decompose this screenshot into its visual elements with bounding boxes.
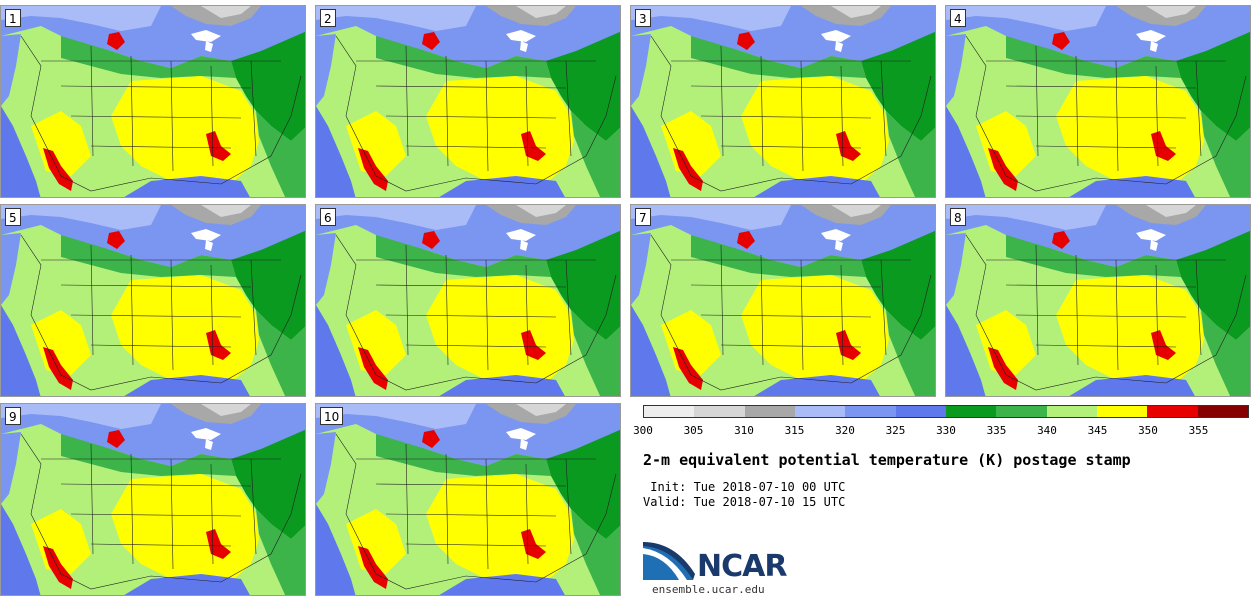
color-scale-tick: 315: [784, 424, 805, 437]
color-scale-segment-7: [945, 406, 997, 417]
stamp-panel-6: 6: [315, 204, 621, 397]
color-scale-ticks: 300 305 310 315 320 325 330 335 340 345 350 355: [633, 424, 1249, 438]
color-scale-tick: 320: [835, 424, 855, 437]
stamp-label-9: 9: [5, 407, 21, 425]
stamp-label-2: 2: [320, 9, 336, 27]
stamp-label-8: 8: [950, 208, 966, 226]
ncar-logo-text: NCAR: [697, 549, 787, 584]
valid-time: Valid: Tue 2018-07-10 15 UTC: [643, 495, 846, 509]
init-time: Init: Tue 2018-07-10 00 UTC: [643, 480, 846, 494]
stamp-label-1: 1: [5, 9, 21, 27]
stamp-map-2: [316, 6, 620, 197]
ncar-logo-icon: [643, 542, 695, 580]
stamp-map-9: [1, 404, 305, 595]
color-scale-segment-4: [794, 406, 846, 417]
stamp-panel-4: 4: [945, 5, 1251, 198]
stamp-label-6: 6: [320, 208, 336, 226]
color-scale-segment-5: [845, 406, 896, 417]
stamp-map-10: [316, 404, 620, 595]
color-scale-segment-8: [996, 406, 1047, 417]
stamp-panel-7: 7: [630, 204, 936, 397]
stamp-panel-3: 3: [630, 5, 936, 198]
stamp-panel-5: 5: [0, 204, 306, 397]
stamp-label-10: 10: [320, 407, 344, 425]
color-scale-tick: 305: [683, 424, 704, 437]
color-scale-segment-3: [744, 406, 795, 417]
stamp-label-5: 5: [5, 208, 21, 226]
color-scale-tick: 350: [1138, 424, 1158, 437]
color-scale-tick: 325: [885, 424, 906, 437]
color-scale-tick: 345: [1087, 424, 1108, 437]
color-scale-segment-2: [694, 406, 745, 417]
stamp-panel-1: 1: [0, 5, 306, 198]
stamp-map-1: [1, 6, 305, 197]
stamp-panel-10: 10: [315, 403, 621, 596]
color-scale-tick: 335: [986, 424, 1007, 437]
stamp-panel-9: 9: [0, 403, 306, 596]
color-scale-segment-1: [644, 406, 695, 417]
color-scale-segment-6: [895, 406, 946, 417]
stamp-map-4: [946, 6, 1250, 197]
color-scale-tick: 310: [734, 424, 754, 437]
color-scale-tick: 330: [936, 424, 956, 437]
stamp-label-4: 4: [950, 9, 966, 27]
color-scale-segment-10: [1096, 406, 1148, 417]
stamp-panel-8: 8: [945, 204, 1251, 397]
color-scale-tick: 300: [633, 424, 653, 437]
stamp-map-8: [946, 205, 1250, 396]
color-scale-tick: 355: [1188, 424, 1209, 437]
stamp-map-3: [631, 6, 935, 197]
site-url: ensemble.ucar.edu: [652, 583, 765, 596]
color-scale-segment-9: [1046, 406, 1097, 417]
stamp-label-3: 3: [635, 9, 651, 27]
stamp-map-5: [1, 205, 305, 396]
stamp-map-7: [631, 205, 935, 396]
color-scale-segment-12: [1197, 406, 1248, 417]
color-scale-segment-11: [1147, 406, 1198, 417]
color-scale-bar: [643, 405, 1249, 418]
figure-title: 2-m equivalent potential temperature (K)…: [643, 451, 1131, 469]
stamp-map-6: [316, 205, 620, 396]
stamp-label-7: 7: [635, 208, 651, 226]
color-scale-tick: 340: [1037, 424, 1057, 437]
stamp-panel-2: 2: [315, 5, 621, 198]
